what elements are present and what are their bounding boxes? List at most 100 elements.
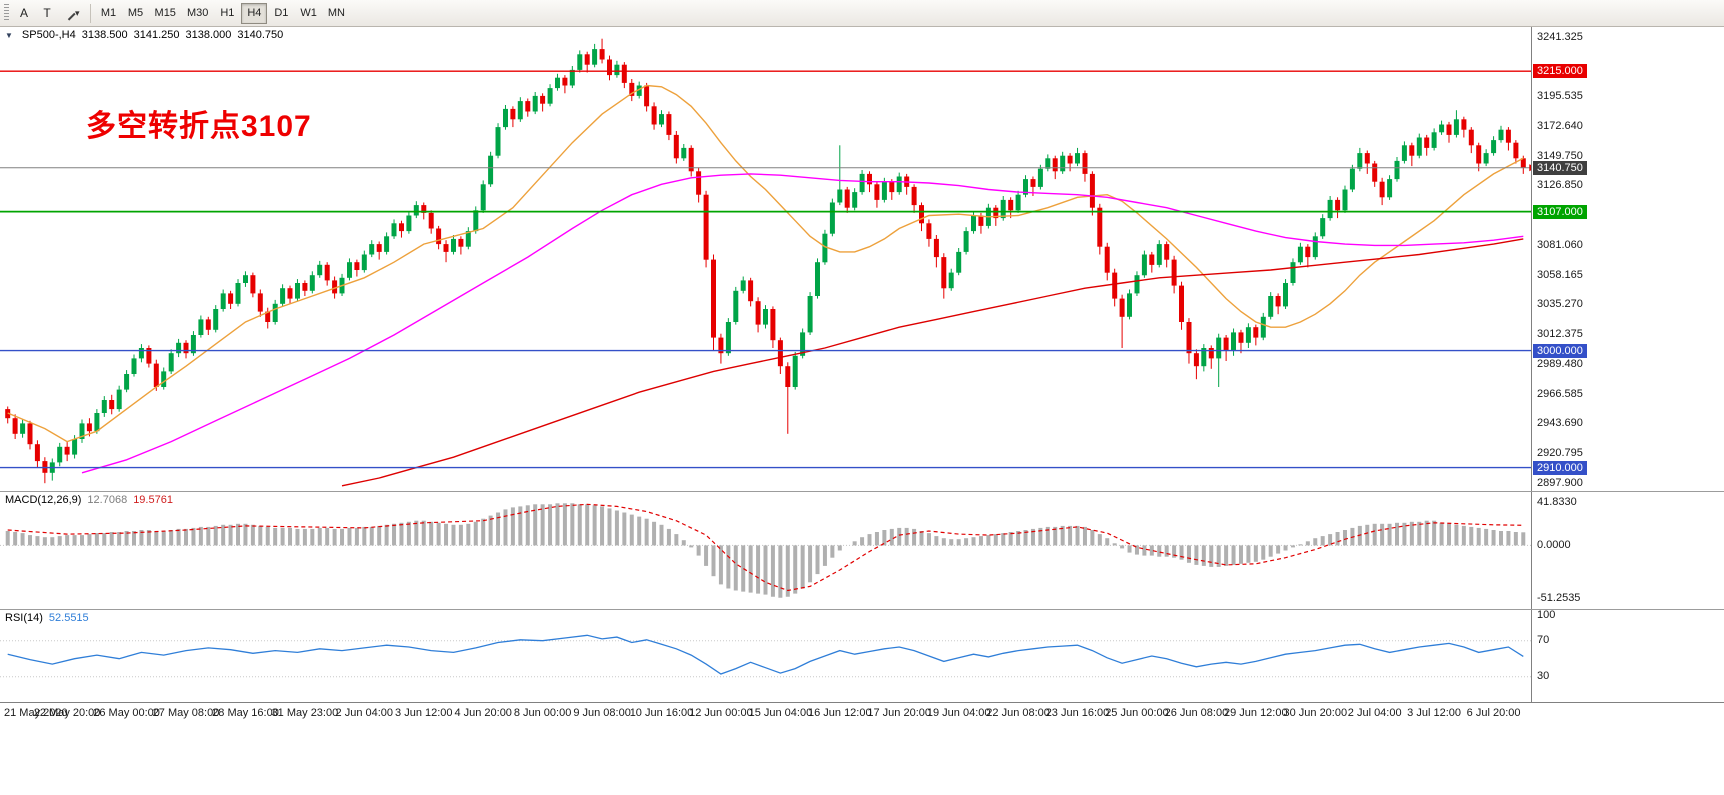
ma-fast-line[interactable]: [7, 84, 1524, 443]
candle-body: [711, 259, 716, 338]
candle-body: [243, 275, 248, 283]
macd-scale[interactable]: 41.8330 0.0000 -51.2535: [1531, 492, 1724, 609]
trendline-icon: [61, 5, 76, 21]
toolbar-grip[interactable]: [4, 4, 9, 22]
candle-body: [755, 301, 761, 325]
price-tick-label: 3126.850: [1537, 179, 1583, 192]
candle-body: [1171, 259, 1177, 286]
candle-body: [1037, 168, 1043, 187]
macd-main-value: 12.7068: [87, 494, 128, 506]
candle-body: [696, 171, 702, 195]
timeframe-button-m30[interactable]: M30: [186, 7, 209, 19]
candle-body: [1431, 132, 1437, 148]
timeframe-button-w1[interactable]: W1: [300, 7, 317, 19]
time-label: 12 Jun 00:00: [689, 707, 753, 719]
time-label: 8 Jun 00:00: [513, 707, 572, 719]
candle-body: [510, 108, 516, 120]
rsi-canvas[interactable]: [0, 610, 1531, 702]
candle-body: [421, 205, 427, 213]
timeframe-button-mn[interactable]: MN: [327, 7, 345, 19]
chart-symbol-period: SP500-,H4: [21, 29, 76, 41]
candle-body: [1067, 155, 1073, 164]
time-label: 30 Jun 20:00: [1283, 707, 1348, 719]
timeframe-button-m15[interactable]: M15: [154, 7, 176, 19]
candle-body: [1312, 236, 1318, 258]
candle-body: [993, 207, 999, 219]
time-label: 22 Jun 08:00: [986, 707, 1050, 719]
text-tool-button[interactable]: A: [13, 3, 35, 24]
candle-body: [844, 189, 850, 208]
candle-body: [926, 223, 932, 239]
price-tick-label: 3241.325: [1537, 30, 1583, 43]
draw-tool-button[interactable]: ▾: [59, 3, 85, 24]
candle-body: [777, 340, 783, 367]
candle-body: [1476, 145, 1482, 164]
candle-body: [190, 335, 196, 354]
time-label: 3 Jul 12:00: [1407, 707, 1462, 719]
time-label: 29 Jun 12:00: [1223, 707, 1288, 719]
candle-body: [79, 423, 85, 439]
macd-canvas[interactable]: [0, 492, 1531, 609]
price-badge-3107.000: 3107.000: [1533, 204, 1587, 219]
ma-medium-line[interactable]: [81, 173, 1524, 474]
drawing-tools-group: A T ▾: [13, 3, 85, 24]
candle-body: [473, 210, 479, 232]
candle-body: [1268, 296, 1274, 317]
candle-body: [540, 95, 546, 104]
ma-slow-line[interactable]: [341, 238, 1524, 487]
candle-body: [1119, 298, 1125, 317]
chart-menu-arrow[interactable]: ▼: [5, 30, 13, 40]
candle-body: [361, 254, 367, 271]
candle-body: [1134, 275, 1140, 294]
timeframe-button-d1[interactable]: D1: [274, 7, 289, 19]
candle-body: [621, 64, 627, 83]
candle-body: [406, 215, 412, 232]
timeframe-button-h1[interactable]: H1: [220, 7, 235, 19]
candle-body: [1424, 137, 1430, 148]
candle-body: [859, 173, 865, 193]
price-badge-3215.000: 3215.000: [1533, 64, 1587, 79]
candle-body: [1513, 142, 1519, 159]
time-scale[interactable]: 21 May 2020 22 May 20:00 26 May 00:00 27 Ma…: [0, 702, 1724, 725]
price-badge-2910.000: 2910.000: [1533, 460, 1587, 475]
candle-body: [324, 264, 330, 281]
candle-body: [257, 293, 263, 312]
candle-body: [547, 88, 553, 104]
main-chart-canvas[interactable]: [0, 27, 1531, 491]
time-label: 9 Jun 08:00: [573, 707, 631, 719]
timeframe-button-h4[interactable]: H4: [241, 2, 268, 24]
draw-tool-label: ▾: [75, 7, 80, 18]
candle-body: [1446, 124, 1452, 135]
candle-body: [651, 106, 657, 125]
candle-body: [1186, 322, 1192, 354]
timeframe-button-m5[interactable]: M5: [127, 7, 144, 19]
candle-body: [503, 108, 508, 128]
macd-tick-label: 41.8330: [1537, 495, 1577, 508]
time-label: 2 Jun 04:00: [335, 707, 394, 719]
candle-body: [629, 82, 635, 96]
candle-body: [138, 348, 144, 359]
candle-body: [1023, 179, 1028, 195]
candle-body: [1364, 153, 1370, 164]
candle-body: [317, 264, 323, 276]
candle-body: [785, 366, 791, 387]
time-label: 26 May 00:00: [93, 707, 160, 719]
timeframe-button-m1[interactable]: M1: [100, 7, 117, 19]
candle-body: [1193, 353, 1199, 367]
candle-body: [146, 348, 152, 364]
main-chart-panel: ▼ SP500-,H4 3138.500 3141.250 3138.000 3…: [0, 27, 1724, 491]
candle-body: [1201, 348, 1207, 367]
candle-body: [740, 280, 746, 291]
candle-body: [413, 205, 419, 216]
candle-body: [607, 59, 612, 76]
time-label: 26 Jun 08:00: [1164, 707, 1229, 719]
candle-body: [956, 251, 962, 273]
candle-body: [614, 64, 620, 76]
candle-body: [1320, 218, 1326, 237]
rsi-scale[interactable]: 100 70 30: [1531, 609, 1724, 702]
candle-body: [1238, 332, 1244, 343]
candle-body: [168, 353, 174, 372]
price-scale[interactable]: 3241.325 3195.535 3172.640 3149.750 3126.850…: [1531, 27, 1724, 491]
label-tool-button[interactable]: T: [36, 3, 58, 24]
time-label: 27 May 08:00: [152, 707, 220, 719]
